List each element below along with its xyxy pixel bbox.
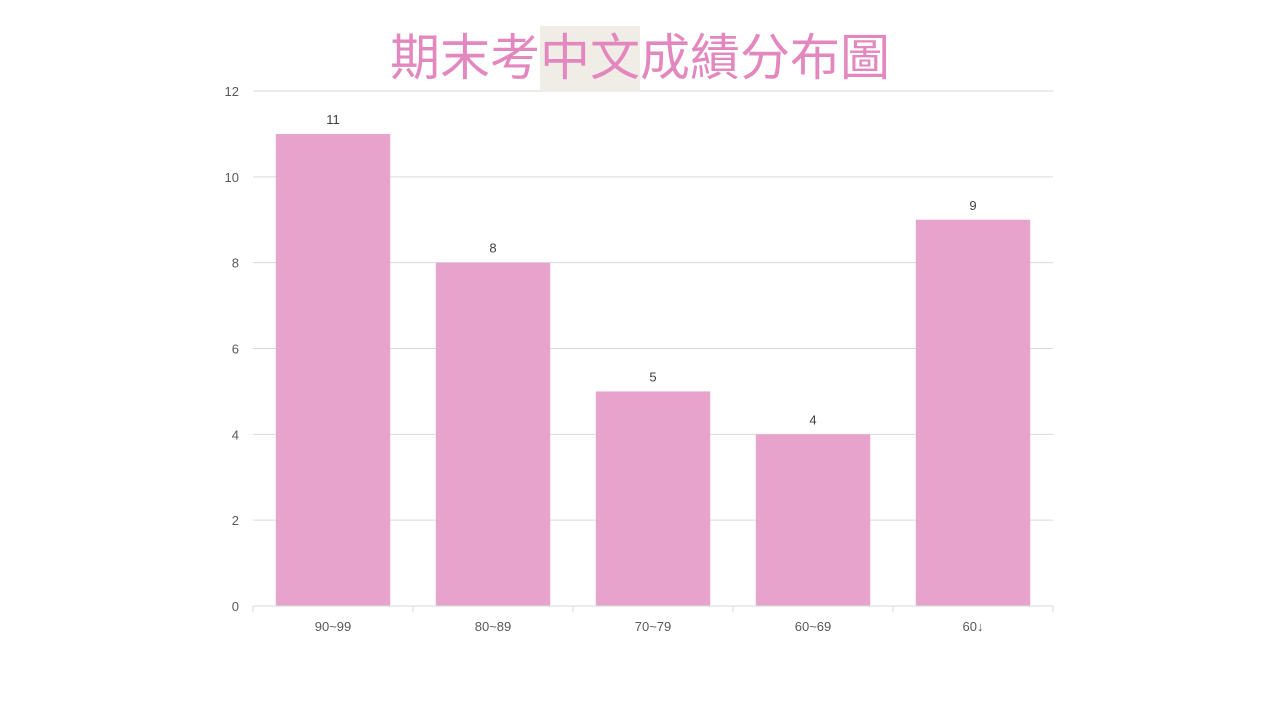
data-label: 4 [809,412,816,427]
bar [435,262,551,606]
bar [915,219,1031,606]
y-tick-label: 12 [225,84,239,99]
x-axis [252,605,1054,612]
data-label: 11 [326,112,340,127]
y-tick-label: 0 [232,599,239,614]
data-label: 8 [489,241,496,256]
chart-title: 期末考中文成績分布圖 [0,26,1280,90]
x-tick-label: 70~79 [635,619,672,634]
x-tick-label: 90~99 [315,619,352,634]
y-tick-label: 8 [232,256,239,271]
x-tick-label: 80~89 [475,619,512,634]
y-tick-label: 6 [232,342,239,357]
bar [755,434,871,606]
x-tick-label: 60↓ [963,619,984,634]
chart-title-highlight: 中文 [540,26,640,90]
labels: 0 2 4 6 8 10 12 11 90~99 8 80~89 5 70~79 4 60~69 9 60↓ [225,84,984,634]
y-tick-label: 4 [232,427,239,442]
data-label: 9 [969,198,976,213]
y-tick-label: 2 [232,513,239,528]
chart-title-part-1: 期末考 [390,29,540,87]
bar [595,391,711,606]
data-label: 5 [649,369,656,384]
bars [275,133,1031,606]
x-tick-label: 60~69 [795,619,832,634]
y-tick-label: 10 [225,170,239,185]
chart-title-part-2: 成績分布圖 [640,29,890,87]
bar [275,133,391,606]
